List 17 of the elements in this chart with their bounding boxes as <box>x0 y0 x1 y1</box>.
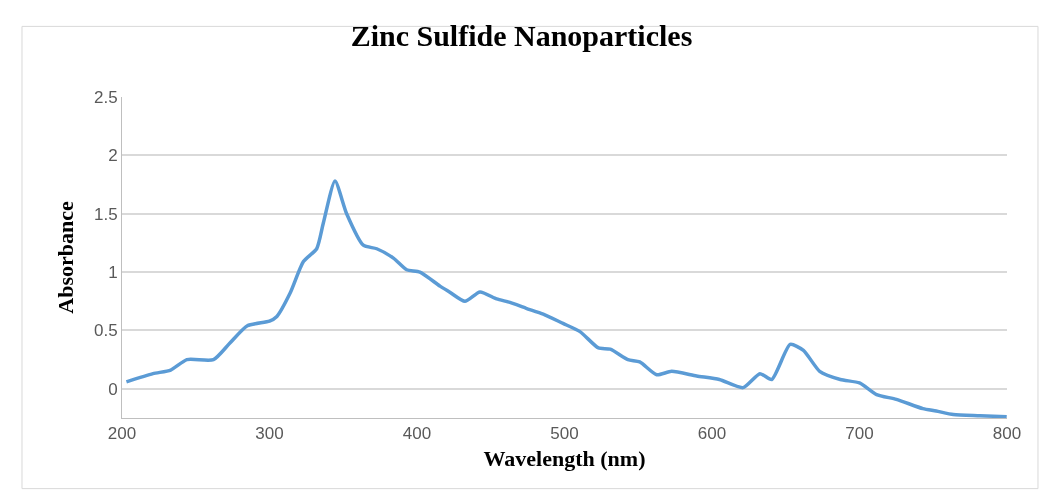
x-tick-label: 800 <box>992 424 1022 444</box>
y-tick-label: 1.5 <box>93 204 118 224</box>
y-axis-title: Absorbance <box>52 201 78 314</box>
y-tick-label: 2 <box>108 146 118 166</box>
x-tick-label: 700 <box>845 424 874 444</box>
x-tick-label: 200 <box>107 424 137 444</box>
x-tick-label: 300 <box>255 424 284 444</box>
line-series <box>124 179 1007 418</box>
chart-title: Zinc Sulfide Nanoparticles <box>350 18 693 52</box>
y-tick-label: 2.5 <box>93 87 118 107</box>
x-tick-label: 400 <box>402 424 432 444</box>
x-tick-label: 500 <box>550 424 579 444</box>
x-axis-title: Wavelength (nm) <box>483 446 646 472</box>
x-tick-label: 600 <box>697 424 727 444</box>
y-tick-label: 1 <box>108 263 118 283</box>
y-tick-label: 0.5 <box>93 321 118 341</box>
y-tick-label: 0 <box>108 379 118 399</box>
